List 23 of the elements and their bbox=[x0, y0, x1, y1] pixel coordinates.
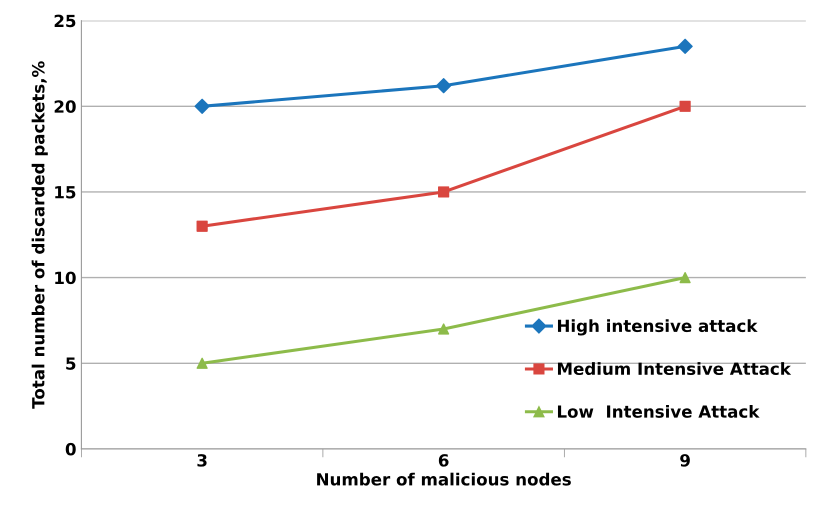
point bbox=[196, 358, 208, 369]
legend-label: Medium Intensive Attack bbox=[558, 362, 792, 376]
x-axis-title: Number of malicious nodes bbox=[317, 472, 571, 486]
point bbox=[680, 272, 691, 284]
y-tick-label: 20 bbox=[54, 100, 76, 113]
legend-label: High intensive attack bbox=[558, 319, 758, 336]
y-tick-label: 0 bbox=[66, 442, 76, 456]
point bbox=[436, 78, 452, 94]
legend-label: Low Intensive Attack bbox=[558, 404, 760, 418]
y-tick-label: 5 bbox=[66, 357, 76, 370]
y-axis-title: Total number of discarded packets,% bbox=[32, 61, 48, 409]
point bbox=[438, 323, 450, 335]
x-tick-label: 3 bbox=[197, 454, 207, 467]
y-tick-label: 25 bbox=[54, 14, 76, 28]
point bbox=[196, 220, 208, 232]
y-tick-label: 10 bbox=[55, 272, 76, 284]
point bbox=[194, 98, 210, 114]
point bbox=[680, 100, 691, 112]
point bbox=[677, 38, 693, 54]
point bbox=[438, 186, 450, 198]
y-tick-label: 15 bbox=[55, 186, 76, 199]
x-tick-label: 6 bbox=[438, 454, 449, 467]
x-tick-label: 9 bbox=[680, 454, 690, 467]
